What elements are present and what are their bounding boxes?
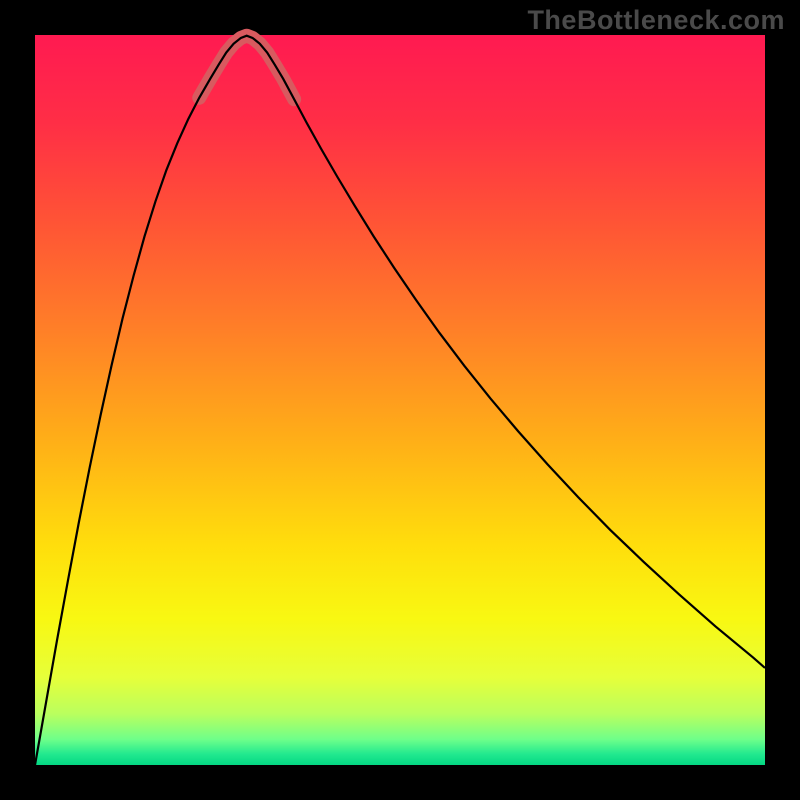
watermark-text: TheBottleneck.com [527,5,785,35]
bottleneck-chart: TheBottleneck.com [0,0,800,800]
plot-gradient-background [35,35,765,765]
